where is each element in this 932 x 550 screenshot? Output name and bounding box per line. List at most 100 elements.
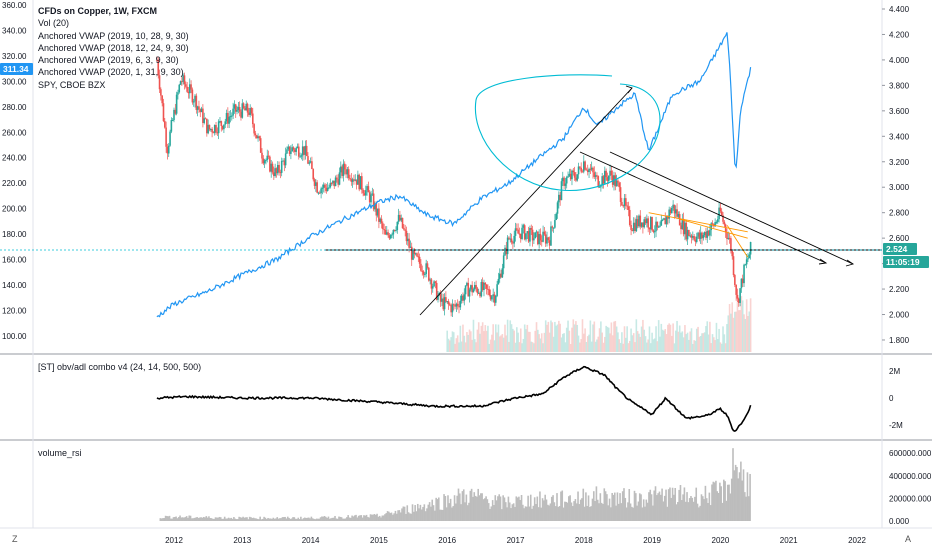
copper-candle	[410, 246, 413, 260]
volume-rsi-bar	[687, 502, 690, 521]
copper-candle	[694, 239, 697, 242]
copper-candle	[583, 161, 585, 172]
legend-line[interactable]: SPY, CBOE BZX	[38, 79, 106, 90]
copper-candle	[330, 182, 333, 184]
volume-bar	[569, 343, 572, 352]
volume-rsi-bar	[200, 517, 202, 521]
copper-candle	[506, 237, 509, 255]
volume-bar	[622, 343, 625, 352]
volume-rsi-bar	[208, 516, 210, 521]
volume-rsi-bar	[535, 503, 537, 521]
copper-candle	[220, 121, 223, 126]
volume-bar	[663, 330, 665, 352]
volume-bar	[684, 325, 686, 352]
volume-bar	[672, 323, 674, 352]
volume-rsi-bar	[455, 503, 457, 521]
obv-pane-label[interactable]: [ST] obv/adl combo v4 (24, 14, 500, 500)	[38, 362, 202, 372]
volume-rsi-bar	[322, 516, 325, 521]
copper-candle	[451, 304, 454, 313]
volume-rsi-bar	[533, 497, 536, 521]
volume-rsi-bar	[610, 507, 612, 521]
copper-candle	[343, 163, 346, 170]
volume-rsi-bar	[298, 519, 301, 521]
copper-candle	[213, 124, 216, 134]
volume-bar	[727, 315, 730, 352]
volume-bar	[509, 320, 512, 352]
copper-candle	[537, 231, 539, 245]
legend-line[interactable]: Anchored VWAP (2020, 1, 31, 9, 30)	[38, 67, 184, 78]
legend-title[interactable]: CFDs on Copper, 1W, FXCM	[38, 6, 158, 16]
volume-rsi-bar	[187, 517, 189, 521]
volume-rsi-bar	[734, 464, 737, 521]
copper-candle	[601, 176, 603, 186]
volume-bar	[623, 326, 626, 352]
volume-rsi-bar	[196, 517, 198, 521]
legend-line[interactable]: Vol (20)	[38, 18, 70, 29]
copper-candle	[720, 211, 723, 216]
copper-candle	[744, 264, 747, 266]
copper-candle	[576, 174, 579, 181]
volume-rsi-bar	[709, 505, 712, 521]
timezone-button[interactable]: Z	[12, 534, 18, 544]
volume-bar	[648, 326, 651, 352]
copper-candle	[221, 125, 224, 130]
copper-candle	[442, 298, 445, 310]
copper-candle	[611, 175, 614, 185]
volume-rsi-bar	[361, 517, 364, 521]
volume-bar	[451, 331, 454, 352]
volume-rsi-bar	[395, 513, 398, 521]
volume-rsi-bar	[394, 510, 397, 521]
volume-bar	[567, 320, 569, 352]
copper-candle	[212, 132, 215, 134]
volume-rsi-bar	[723, 479, 725, 521]
volume-rsi-bar	[490, 506, 493, 521]
volume-rsi-bar	[209, 518, 212, 521]
volume-rsi-bar	[465, 494, 468, 521]
uptrend-line	[419, 87, 633, 316]
copper-candle	[689, 235, 691, 237]
volume-rsi-bar	[175, 516, 177, 521]
copper-candle	[681, 218, 684, 230]
volume-rsi-bar	[657, 493, 659, 521]
volume-bar	[506, 319, 509, 352]
copper-candle	[389, 235, 392, 239]
volume-rsi-bar	[574, 499, 577, 521]
volume-bar	[447, 338, 450, 352]
volume-bar	[588, 334, 590, 352]
volume-bar	[452, 332, 455, 352]
copper-candle	[504, 247, 506, 256]
volume-rsi-bar	[335, 518, 338, 521]
volume-bar	[533, 343, 535, 352]
volume-rsi-bar	[300, 516, 302, 521]
volume-rsi-bar	[318, 518, 321, 521]
auto-scale-button[interactable]: A	[905, 534, 912, 544]
volume-rsi-bar	[364, 515, 367, 521]
volume-rsi-bar	[628, 489, 631, 521]
volume-bar	[706, 321, 709, 352]
time-axis-tick: 2014	[302, 536, 320, 545]
volume-bar	[602, 342, 605, 352]
copper-candle	[728, 237, 731, 239]
volume-bar	[740, 296, 743, 352]
volume-bar	[510, 324, 513, 352]
copper-candle	[385, 232, 388, 235]
copper-candle	[315, 182, 317, 186]
volume-rsi-bar	[504, 502, 507, 521]
legend-line[interactable]: Anchored VWAP (2019, 10, 28, 9, 30)	[38, 30, 189, 41]
copper-candle	[266, 155, 269, 160]
copper-candle	[485, 284, 488, 289]
copper-candle	[648, 227, 651, 230]
legend-line[interactable]: Anchored VWAP (2018, 12, 24, 9, 30)	[38, 42, 189, 53]
copper-candle	[699, 232, 702, 239]
volume-rsi-bar	[507, 496, 510, 521]
volume-bar	[590, 341, 593, 352]
volume-bar	[579, 342, 581, 352]
volume-rsi-bar	[698, 507, 700, 521]
legend-line[interactable]: Anchored VWAP (2019, 6, 3, 9, 30)	[38, 55, 179, 66]
volume-rsi-bar	[604, 491, 607, 521]
volume-rsi-bar	[557, 506, 560, 521]
volume-rsi-pane-label[interactable]: volume_rsi	[38, 448, 82, 458]
volume-rsi-bar	[323, 515, 326, 521]
volume-rsi-bar	[363, 515, 365, 521]
